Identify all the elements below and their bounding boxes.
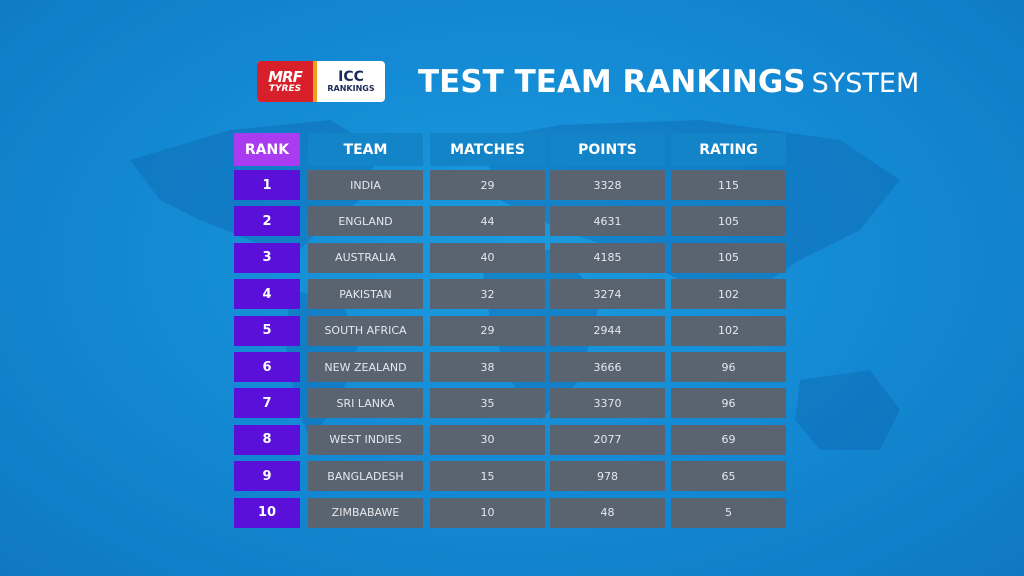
cell-matches: 35 xyxy=(430,388,545,419)
cell-rating: 96 xyxy=(671,388,786,419)
cell-team: INDIA xyxy=(308,170,423,200)
title-suffix: SYSTEM xyxy=(811,68,920,99)
cell-rating: 115 xyxy=(671,170,786,200)
cell-rating: 102 xyxy=(671,279,786,310)
cell-matches: 30 xyxy=(430,424,545,455)
cell-rank: 4 xyxy=(234,279,300,310)
cell-matches: 29 xyxy=(430,315,545,346)
cell-rank: 9 xyxy=(234,461,300,492)
header-team: TEAM xyxy=(308,133,423,166)
cell-team: SRI LANKA xyxy=(308,388,423,419)
cell-rank: 2 xyxy=(234,206,300,237)
cell-rank: 10 xyxy=(234,497,300,528)
cell-points: 3666 xyxy=(550,352,665,382)
cell-rank: 6 xyxy=(234,352,300,382)
cell-rating: 105 xyxy=(671,242,786,273)
cell-team: PAKISTAN xyxy=(308,279,423,310)
header-points: POINTS xyxy=(550,133,665,166)
cell-points: 4185 xyxy=(550,242,665,273)
cell-team: WEST INDIES xyxy=(308,424,423,455)
logo-rankings-text: RANKINGS xyxy=(327,83,375,93)
cell-points: 2077 xyxy=(550,424,665,455)
cell-rating: 96 xyxy=(671,352,786,382)
title-main: TEST TEAM RANKINGS xyxy=(418,64,806,100)
cell-points: 48 xyxy=(550,497,665,528)
cell-points: 2944 xyxy=(550,315,665,346)
cell-rating: 65 xyxy=(671,461,786,492)
header-rank: RANK xyxy=(234,133,300,166)
cell-rating: 69 xyxy=(671,424,786,455)
cell-matches: 38 xyxy=(430,352,545,382)
logo-icc-text: ICC xyxy=(338,68,364,85)
cell-rating: 102 xyxy=(671,315,786,346)
cell-rank: 8 xyxy=(234,424,300,455)
cell-rank: 1 xyxy=(234,170,300,200)
cell-rating: 105 xyxy=(671,206,786,237)
cell-matches: 10 xyxy=(430,497,545,528)
cell-matches: 15 xyxy=(430,461,545,492)
cell-rank: 7 xyxy=(234,388,300,419)
cell-rating: 5 xyxy=(671,497,786,528)
cell-rank: 5 xyxy=(234,315,300,346)
header-rating: RATING xyxy=(671,133,786,166)
cell-points: 3274 xyxy=(550,279,665,310)
cell-matches: 29 xyxy=(430,170,545,200)
cell-team: ZIMBABAWE xyxy=(308,497,423,528)
cell-matches: 44 xyxy=(430,206,545,237)
icc-rankings-logo: ICC RANKINGS xyxy=(317,61,385,102)
cell-matches: 40 xyxy=(430,242,545,273)
logo-tyres-text: TYRES xyxy=(268,83,302,94)
mrf-icc-rankings-logo: MRF TYRES ICC RANKINGS xyxy=(257,61,385,102)
cell-points: 3328 xyxy=(550,170,665,200)
cell-team: ENGLAND xyxy=(308,206,423,237)
cell-team: AUSTRALIA xyxy=(308,242,423,273)
page-title: TEST TEAM RANKINGS SYSTEM xyxy=(418,64,919,100)
cell-matches: 32 xyxy=(430,279,545,310)
cell-team: BANGLADESH xyxy=(308,461,423,492)
cell-rank: 3 xyxy=(234,242,300,273)
cell-team: NEW ZEALAND xyxy=(308,352,423,382)
mrf-tyres-logo: MRF TYRES xyxy=(257,61,317,102)
logo-mrf-text: MRF xyxy=(268,67,303,86)
cell-points: 4631 xyxy=(550,206,665,237)
cell-points: 978 xyxy=(550,461,665,492)
header-matches: MATCHES xyxy=(430,133,545,166)
cell-team: SOUTH AFRICA xyxy=(308,315,423,346)
cell-points: 3370 xyxy=(550,388,665,419)
